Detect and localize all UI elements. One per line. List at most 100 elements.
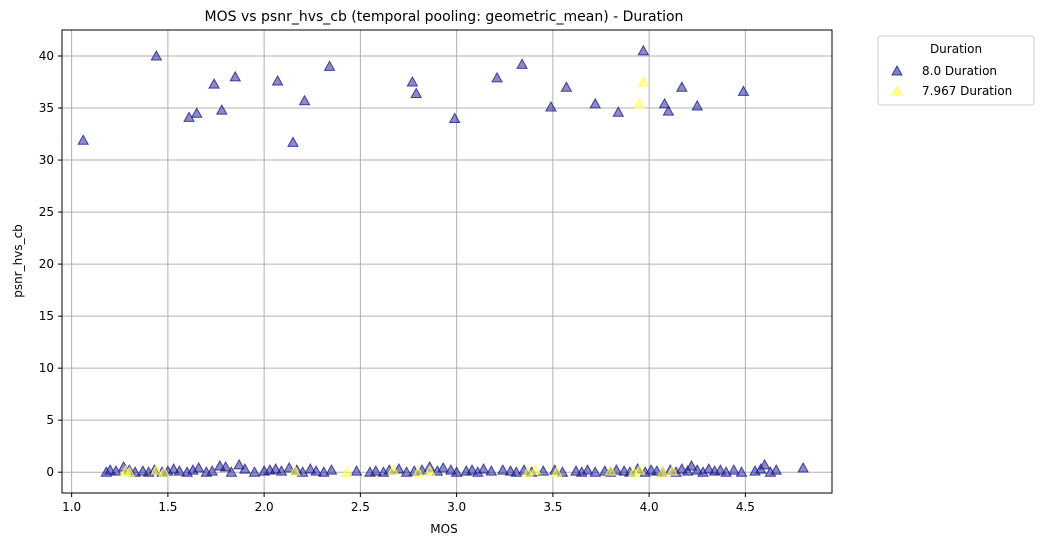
legend-marker-8-0: [891, 64, 903, 76]
data-point-8-0: [466, 464, 478, 475]
x-axis-title: MOS: [430, 522, 457, 536]
data-point-8-0: [637, 44, 650, 56]
data-point-8-0: [225, 466, 238, 477]
data-point-8-0: [691, 464, 704, 475]
data-point-8-0: [537, 465, 550, 476]
data-point-7-967: [656, 466, 669, 477]
data-point-8-0: [77, 134, 90, 145]
x-tick-label: 4.0: [640, 500, 659, 514]
data-point-8-0: [369, 465, 382, 476]
data-point-7-967: [423, 465, 436, 476]
data-point-8-0: [681, 465, 694, 476]
x-tick-label: 4.5: [736, 500, 755, 514]
data-point-8-0: [676, 81, 688, 92]
y-tick-label: 20: [39, 257, 54, 271]
data-point-8-0: [287, 136, 299, 147]
axis-ticks: 1.0 1.5 2.0 2.5 3.0 3.5 4.0 4.5 0 5 10 15 20 25 30 35 40: [39, 49, 755, 514]
data-point-8-0: [581, 464, 594, 475]
data-point-8-0: [304, 463, 317, 474]
y-tick-label: 0: [46, 465, 54, 479]
data-point-8-0: [658, 97, 671, 109]
data-point-8-0: [323, 60, 336, 71]
y-tick-label: 5: [46, 413, 54, 427]
y-tick-label: 25: [39, 205, 54, 219]
data-point-7-967: [529, 464, 542, 475]
data-point-8-0: [219, 460, 232, 472]
data-point-8-0: [283, 461, 295, 473]
data-point-8-0: [516, 58, 528, 69]
plot-frame: [61, 29, 833, 494]
legend-label-7-967: 7.967 Duration: [922, 84, 1012, 98]
data-point-8-0: [676, 463, 688, 474]
x-tick-label: 2.5: [351, 500, 370, 514]
data-point-8-0: [735, 466, 748, 477]
data-point-8-0: [491, 71, 503, 83]
data-point-8-0: [612, 106, 625, 117]
data-point-8-0: [770, 464, 783, 475]
data-point-8-0: [400, 466, 413, 477]
data-point-7-967: [158, 466, 170, 477]
data-point-8-0: [239, 463, 251, 474]
legend-marker-7-967: [891, 84, 903, 96]
data-point-8-0: [445, 464, 457, 475]
data-point-8-0: [685, 459, 698, 471]
data-point-8-0: [450, 466, 463, 477]
data-point-8-0: [797, 461, 809, 473]
y-axis-title: psnr_hvs_cb: [11, 224, 25, 298]
data-point-7-967: [123, 466, 136, 477]
grid-lines: [62, 30, 832, 493]
data-point-8-0: [758, 458, 771, 470]
data-point-8-0: [477, 463, 490, 474]
data-point-8-0: [406, 75, 419, 87]
data-point-8-0: [662, 105, 675, 116]
data-point-8-0: [702, 463, 715, 474]
data-point-8-0: [560, 81, 573, 92]
data-point-8-0: [589, 466, 602, 477]
x-tick-label: 3.5: [543, 500, 562, 514]
data-point-8-0: [350, 465, 363, 476]
data-point-7-967: [637, 75, 650, 87]
data-point-8-0: [229, 70, 242, 82]
data-point-8-0: [496, 464, 509, 475]
data-point-8-0: [737, 85, 750, 96]
data-point-8-0: [248, 466, 261, 477]
data-point-8-0: [192, 461, 205, 473]
data-point-7-967: [150, 464, 163, 475]
legend-box: [877, 35, 1035, 106]
y-tick-label: 30: [39, 153, 54, 167]
data-point-7-967: [387, 464, 399, 475]
data-point-8-0: [437, 461, 449, 473]
data-point-8-0: [485, 465, 498, 476]
data-point-8-0: [448, 112, 461, 123]
data-point-8-0: [150, 49, 163, 61]
data-point-8-0: [325, 464, 338, 475]
data-point-8-0: [545, 100, 557, 112]
data-point-8-0: [206, 465, 218, 476]
data-point-7-967: [289, 465, 301, 476]
x-tick-label: 3.0: [447, 500, 466, 514]
x-tick-label: 1.5: [158, 500, 177, 514]
data-point-8-0: [190, 107, 203, 118]
x-tick-label: 1.0: [62, 500, 81, 514]
data-point-8-0: [173, 465, 186, 476]
data-point-8-0: [727, 464, 740, 475]
data-point-7-967: [341, 466, 353, 477]
chart-title: MOS vs psnr_hvs_cb (temporal pooling: ge…: [205, 9, 684, 25]
data-point-8-0: [714, 464, 727, 475]
data-point-8-0: [310, 465, 322, 476]
data-point-8-0: [589, 97, 602, 109]
y-tick-label: 15: [39, 309, 54, 323]
legend-label-8-0: 8.0 Duration: [922, 64, 997, 78]
legend: Duration 8.0 Duration 7.967 Duration: [877, 35, 1035, 106]
data-point-7-967: [604, 465, 617, 476]
y-tick-label: 10: [39, 361, 54, 375]
x-tick-label: 2.0: [255, 500, 274, 514]
data-point-8-0: [410, 87, 423, 98]
y-tick-label: 40: [39, 49, 54, 63]
data-point-8-0: [167, 463, 180, 474]
data-point-8-0: [298, 94, 311, 106]
data-point-7-967: [412, 466, 424, 477]
data-point-8-0: [275, 465, 288, 476]
y-tick-label: 35: [39, 101, 54, 115]
